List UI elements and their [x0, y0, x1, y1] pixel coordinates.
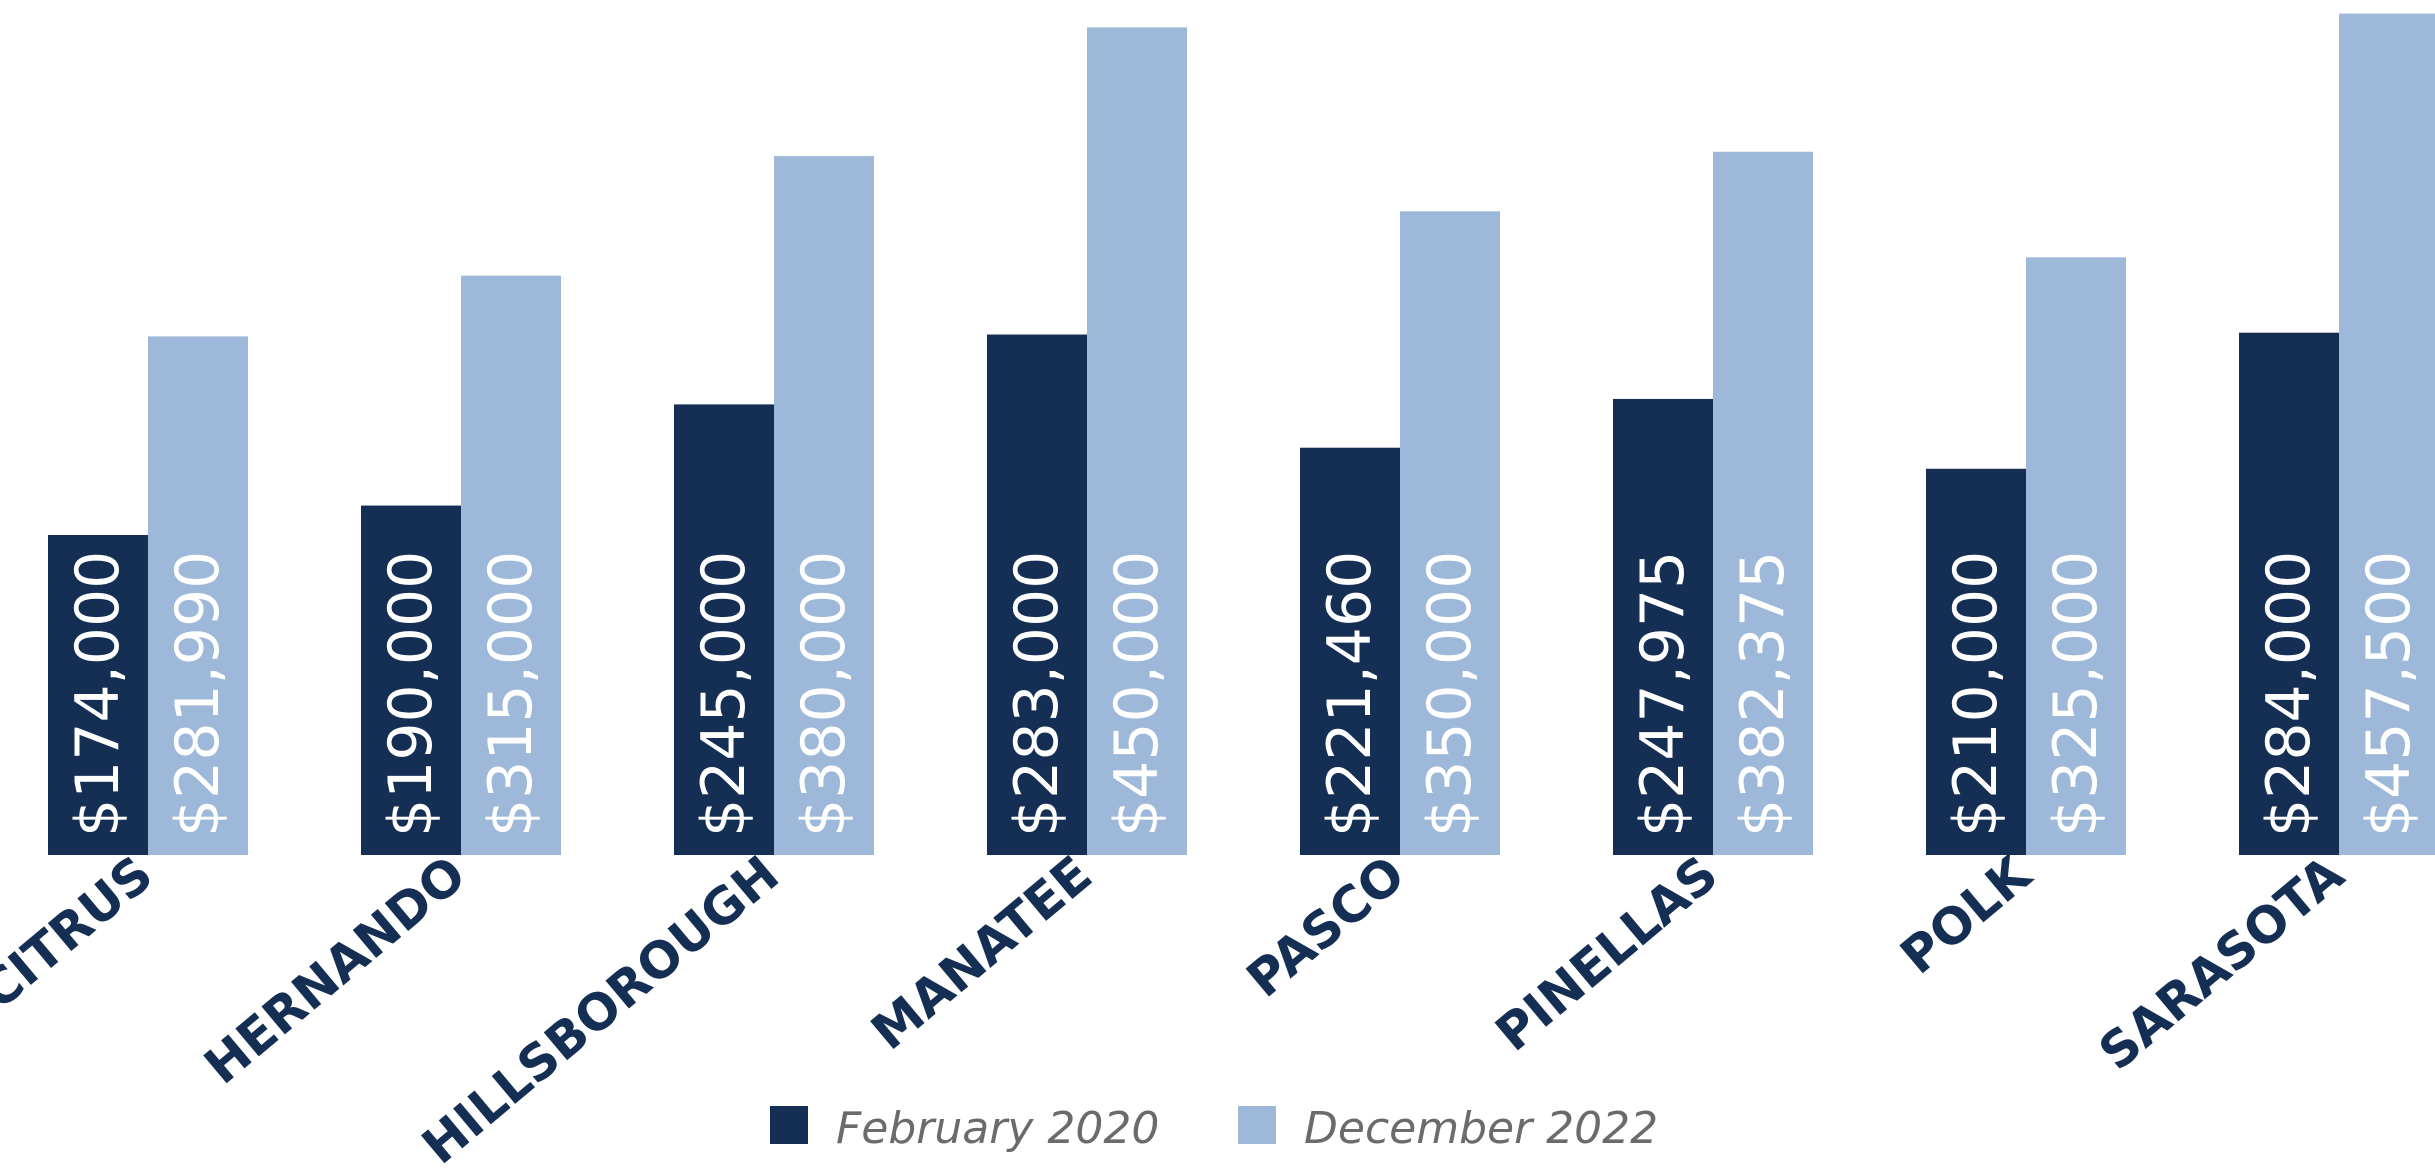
data-label: $247,975 — [1628, 551, 1698, 837]
bar-polk-series-2 — [2026, 257, 2126, 856]
data-label: $457,500 — [2354, 551, 2424, 837]
legend-label: February 2020 — [836, 1103, 1159, 1154]
data-label: $284,000 — [2254, 551, 2324, 837]
bar-citrus-series-2 — [148, 336, 248, 855]
bar-sarasota-series-2 — [2339, 13, 2435, 855]
data-label: $281,990 — [163, 551, 233, 837]
data-label: $190,000 — [376, 551, 446, 837]
legend-swatch — [770, 1106, 808, 1144]
category-label: CITRUS — [0, 845, 164, 1021]
bar-hillsborough-series-1 — [674, 404, 774, 855]
bar-hillsborough-series-2 — [774, 156, 874, 855]
data-label: $325,000 — [2041, 551, 2111, 837]
data-label: $221,460 — [1315, 551, 1385, 837]
data-label: $210,000 — [1941, 551, 2011, 837]
bar-polk-series-1 — [1926, 468, 2026, 855]
category-label: MANATEE — [860, 845, 1102, 1061]
category-label: POLK — [1890, 843, 2044, 985]
bar-manatee-series-2 — [1087, 27, 1187, 856]
category-label: PASCO — [1236, 845, 1416, 1009]
bar-hernando-series-2 — [461, 275, 561, 855]
bar-sarasota-series-1 — [2239, 332, 2339, 855]
legend-label: December 2022 — [1304, 1103, 1658, 1154]
bar-pinellas-series-2 — [1713, 151, 1813, 855]
legend-swatch — [1238, 1106, 1276, 1144]
category-label: SARASOTA — [2088, 845, 2355, 1082]
bar-pasco-series-1 — [1300, 447, 1400, 855]
data-label: $350,000 — [1415, 551, 1485, 837]
data-label: $283,000 — [1002, 551, 1072, 837]
data-label: $380,000 — [789, 551, 859, 837]
bar-manatee-series-1 — [987, 334, 1087, 855]
category-label: HERNANDO — [194, 845, 477, 1096]
data-label: $382,375 — [1728, 551, 1798, 837]
category-label: PINELLAS — [1485, 845, 1729, 1063]
bar-pasco-series-2 — [1400, 211, 1500, 856]
bar-pinellas-series-1 — [1613, 398, 1713, 855]
data-label: $174,000 — [63, 551, 133, 837]
bar-hernando-series-1 — [361, 505, 461, 855]
data-label: $245,000 — [689, 551, 759, 837]
bar-citrus-series-1 — [48, 534, 148, 855]
data-label: $450,000 — [1102, 551, 1172, 837]
data-label: $315,000 — [476, 551, 546, 837]
